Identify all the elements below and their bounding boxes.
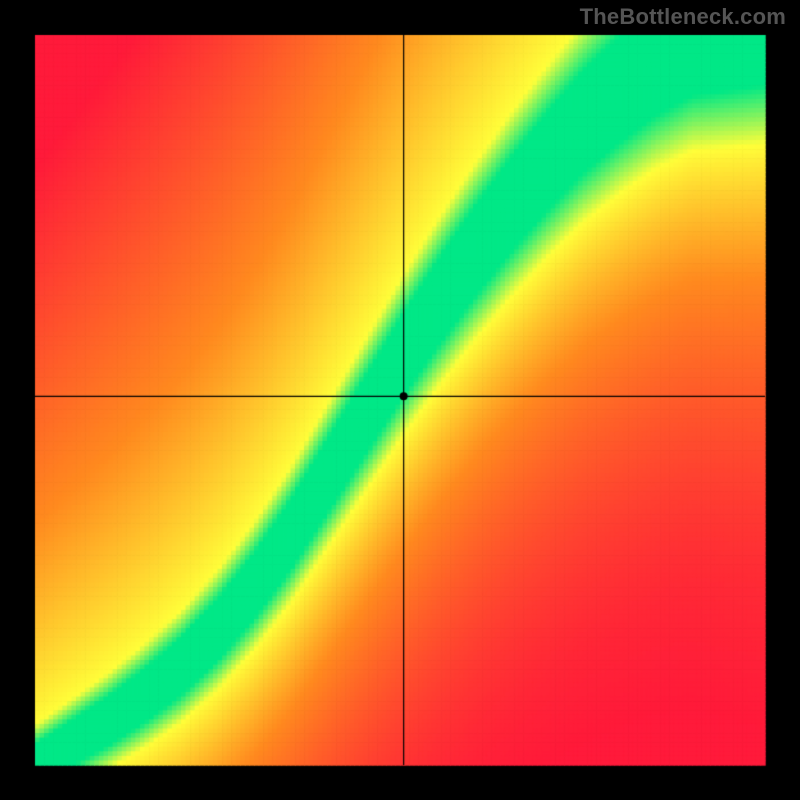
watermark-text: TheBottleneck.com — [580, 4, 786, 30]
chart-container: TheBottleneck.com — [0, 0, 800, 800]
bottleneck-heatmap — [0, 0, 800, 800]
